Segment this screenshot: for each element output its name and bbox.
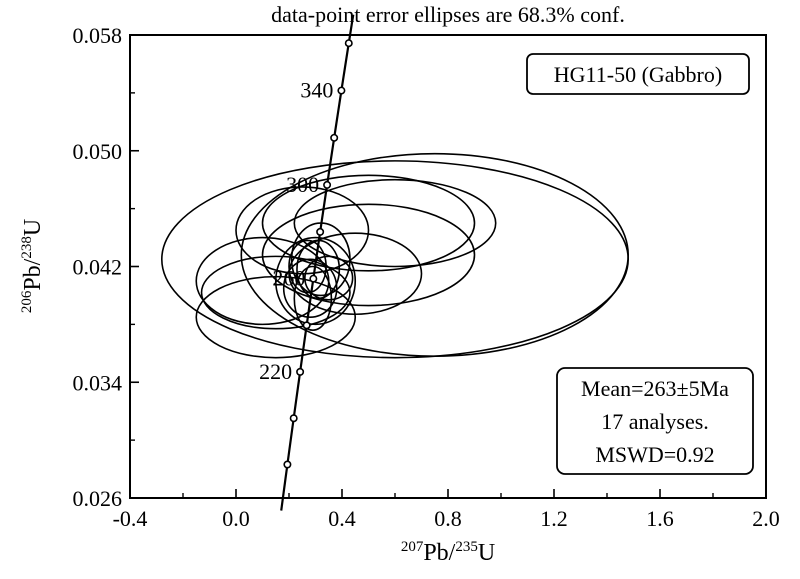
concordia-marker-220 — [296, 367, 305, 376]
error-ellipse-17 — [293, 265, 333, 331]
error-ellipse-3 — [261, 174, 476, 272]
result-mean: Mean=263±5Ma — [581, 376, 729, 401]
concordia-marker-340 — [337, 86, 346, 95]
result-mswd: MSWD=0.92 — [595, 442, 714, 467]
concordia-curve — [280, 14, 355, 511]
x-tick-label: 0.0 — [222, 506, 250, 531]
y-tick-label: 0.042 — [73, 255, 123, 280]
error-ellipse-14 — [288, 239, 327, 294]
concordia-marker-300 — [323, 180, 332, 189]
error-ellipse-13 — [304, 255, 354, 301]
concordia-age-labels: 340 300 260 220 — [259, 78, 333, 384]
y-tick-label: 0.026 — [73, 486, 123, 511]
x-label-sup2: 235 — [455, 539, 478, 555]
error-ellipse-15 — [282, 258, 338, 318]
x-tick-label: 2.0 — [752, 506, 780, 531]
y-axis-ticks: 0.026 0.034 0.042 0.050 0.058 — [73, 23, 139, 511]
error-ellipse-5 — [235, 186, 370, 275]
error-ellipse-1 — [161, 160, 629, 359]
age-label-300: 300 — [286, 172, 319, 197]
concordia-marker-320 — [330, 133, 339, 142]
concordia-marker-240 — [302, 321, 311, 330]
sample-label-box: HG11-50 (Gabbro) — [526, 53, 750, 95]
x-label-sup1: 207 — [401, 539, 424, 555]
result-box: Mean=263±5Ma 17 analyses. MSWD=0.92 — [556, 367, 754, 475]
error-ellipse-9 — [200, 255, 351, 330]
concordia-marker-280 — [316, 227, 325, 236]
concordia-line — [280, 14, 355, 511]
result-box-frame — [556, 367, 754, 475]
x-tick-label: 1.6 — [646, 506, 674, 531]
y-tick-label: 0.058 — [73, 23, 123, 48]
error-ellipse-2 — [240, 152, 629, 358]
y-tick-label: 0.050 — [73, 139, 123, 164]
sample-label-frame — [526, 53, 750, 95]
x-axis-ticks: -0.4 0.0 0.4 0.8 1.2 1.6 2.0 — [113, 489, 780, 531]
concordia-marker-180 — [283, 460, 292, 469]
x-label-end: U — [478, 540, 495, 566]
concordia-marker-260 — [309, 274, 318, 283]
error-ellipse-4 — [293, 178, 497, 268]
x-tick-label: 0.8 — [434, 506, 462, 531]
chart-title: data-point error ellipses are 68.3% conf… — [271, 2, 625, 27]
y-label-sup1: 206 — [19, 290, 35, 313]
age-label-260: 260 — [272, 266, 305, 291]
sample-label: HG11-50 (Gabbro) — [554, 62, 722, 87]
error-ellipses — [161, 152, 629, 359]
result-analyses: 17 analyses. — [601, 409, 709, 434]
x-tick-label: 0.4 — [328, 506, 356, 531]
x-label-base: Pb/ — [423, 540, 455, 566]
y-tick-label: 0.034 — [73, 370, 123, 395]
y-label-base: Pb/ — [20, 258, 46, 290]
x-tick-label: 1.2 — [540, 506, 568, 531]
concordia-marker-200 — [289, 414, 298, 423]
error-ellipse-6 — [261, 203, 476, 307]
y-axis-label: 206Pb/238U — [19, 219, 46, 313]
age-label-220: 220 — [259, 359, 292, 384]
concordia-marker-360 — [344, 39, 353, 48]
x-tick-label: -0.4 — [113, 506, 148, 531]
y-label-sup2: 238 — [19, 236, 35, 259]
age-label-340: 340 — [300, 78, 333, 103]
y-label-end: U — [20, 219, 46, 236]
x-axis-label: 207Pb/235U — [401, 539, 495, 566]
error-ellipse-16 — [274, 236, 357, 326]
